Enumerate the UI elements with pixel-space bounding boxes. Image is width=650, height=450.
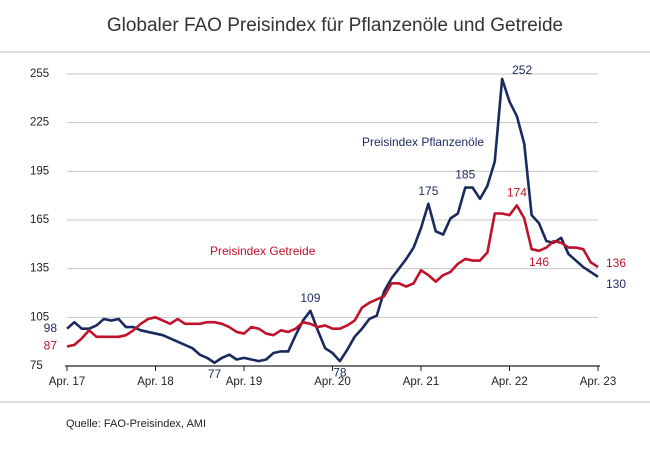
data-label: 174 (507, 186, 527, 200)
x-tick-label: Apr. 17 (49, 376, 85, 388)
y-tick-label: 225 (30, 117, 49, 129)
data-label: 109 (300, 291, 320, 305)
x-tick-label: Apr. 23 (580, 376, 616, 388)
y-tick-label: 105 (30, 311, 49, 323)
data-label: 78 (333, 365, 347, 379)
series-label: Preisindex Getreide (210, 244, 316, 258)
data-label: 185 (455, 168, 475, 182)
series-label: Preisindex Pflanzenöle (362, 135, 484, 149)
data-label: 175 (418, 184, 438, 198)
y-tick-label: 195 (30, 165, 49, 177)
x-tick-label: Apr. 20 (314, 376, 350, 388)
x-tick-label: Apr. 19 (226, 376, 262, 388)
data-label: 136 (606, 256, 626, 270)
data-label: 77 (208, 367, 222, 381)
data-label: 87 (44, 339, 58, 353)
x-tick-label: Apr. 21 (403, 376, 439, 388)
data-label: 252 (512, 63, 532, 77)
y-tick-label: 255 (30, 68, 49, 80)
y-tick-label: 135 (30, 263, 49, 275)
y-tick-label: 165 (30, 214, 49, 226)
data-label: 146 (529, 255, 549, 269)
x-tick-label: Apr. 18 (137, 376, 173, 388)
data-label: 130 (606, 277, 626, 291)
data-label: 98 (44, 321, 58, 335)
series-line (66, 204, 599, 348)
x-tick-label: Apr. 22 (491, 376, 527, 388)
series-line (66, 77, 599, 365)
y-tick-label: 75 (30, 360, 43, 372)
chart-title: Globaler FAO Preisindex für Pflanzenöle … (107, 15, 563, 36)
source: Quelle: FAO-Preisindex, AMI (66, 418, 206, 430)
